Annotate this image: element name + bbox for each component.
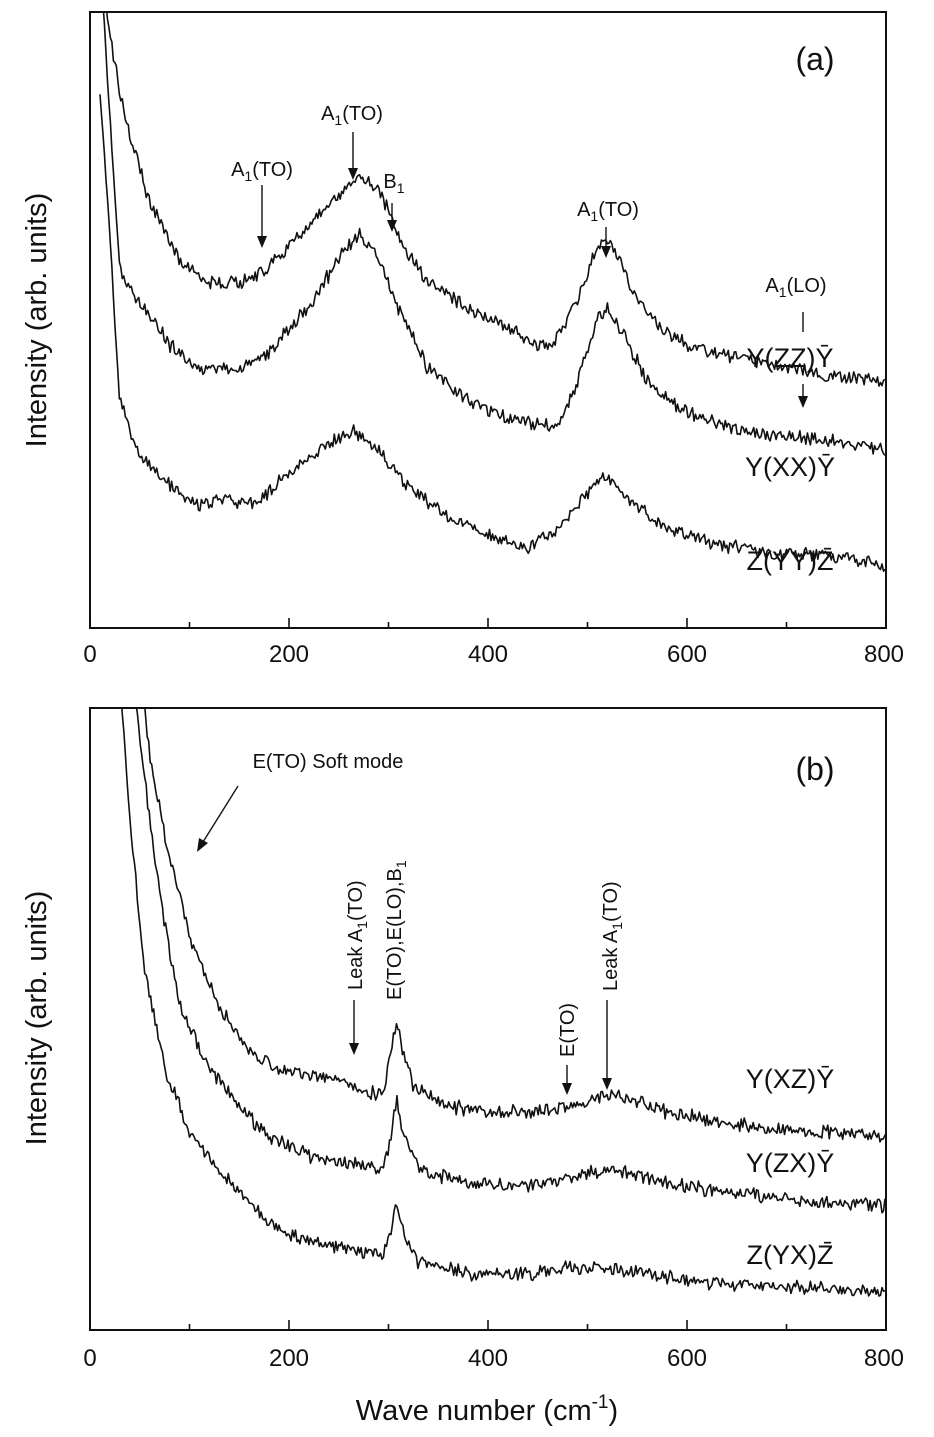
arrow-leak-a1to-520 [602, 1000, 612, 1090]
x-ticks-b [89, 1320, 887, 1330]
annotation-eto-478: E(TO) [557, 1003, 579, 1057]
x-tick-label: 0 [83, 641, 96, 668]
trace-label-yxzy: Y(XZ)Ȳ [746, 1064, 835, 1094]
arrow-a1to-265 [348, 132, 358, 180]
peak-label-a1lo: A1(LO) [765, 275, 826, 300]
y-axis-title-a: Intensity (arb. units) [21, 193, 53, 448]
x-tick-label: 200 [269, 1345, 309, 1372]
arrow-b1 [387, 203, 397, 232]
x-tick-label: 600 [667, 1345, 707, 1372]
arrow-a1to-515 [601, 227, 611, 258]
traces-b [121, 708, 886, 1297]
arrow-a1lo [798, 312, 808, 408]
trace-label-yxxy: Y(XX)Ȳ [745, 452, 835, 482]
panel-tag-a: (a) [795, 41, 834, 77]
arrow-soft-mode [197, 785, 239, 852]
annotation-leak-a1to-268: Leak A1(TO) [345, 880, 370, 990]
series-line-a-0 [106, 12, 886, 387]
series-line-a-1 [102, 12, 886, 456]
x-tick-label: 200 [269, 641, 309, 668]
traces-a [99, 12, 886, 572]
x-tick-label: 0 [83, 1345, 96, 1372]
arrow-eto-478 [562, 1065, 572, 1095]
x-tick-label: 400 [468, 1345, 508, 1372]
trace-label-zyxz: Z(YX)Z̄ [747, 1240, 834, 1270]
x-tick-label: 600 [667, 641, 707, 668]
series-line-a-2 [99, 94, 886, 572]
x-axis-title: Wave number (cm-1) [356, 1392, 618, 1427]
annotation-soft-mode: E(TO) Soft mode [253, 751, 404, 773]
peak-label-b1: B1 [383, 171, 404, 196]
trace-label-yzxy: Y(ZX)Ȳ [746, 1148, 835, 1178]
trace-label-yzzy: Y(ZZ)Ȳ [747, 343, 834, 373]
annotation-leak-a1to-520: Leak A1(TO) [600, 881, 625, 991]
panel-tag-b: (b) [795, 751, 834, 787]
x-ticks-a [89, 618, 887, 628]
annotation-e-modes-b1: E(TO),E(LO),B1 [384, 860, 409, 1000]
arrow-leak-a1to-268 [349, 1000, 359, 1055]
peak-label-a1to-515: A1(TO) [577, 199, 639, 224]
y-axis-title-b: Intensity (arb. units) [21, 891, 53, 1146]
panel-b: 0 200 400 600 800 Intensity (arb. units)… [21, 707, 904, 1427]
panel-a: 0 200 400 600 800 Intensity (arb. units)… [21, 11, 904, 668]
peak-label-a1to-265: A1(TO) [321, 103, 383, 128]
series-line-b-2 [121, 708, 886, 1297]
x-tick-label: 800 [864, 1345, 904, 1372]
x-tick-label: 400 [468, 641, 508, 668]
peak-label-a1to-170: A1(TO) [231, 159, 293, 184]
series-line-b-1 [135, 708, 886, 1214]
series-line-b-0 [144, 708, 886, 1143]
arrow-a1to-170 [257, 185, 267, 248]
x-tick-label: 800 [864, 641, 904, 668]
trace-label-zyyz: Z(YY)Z̄ [747, 546, 834, 576]
plot-frame-b [89, 707, 887, 1331]
